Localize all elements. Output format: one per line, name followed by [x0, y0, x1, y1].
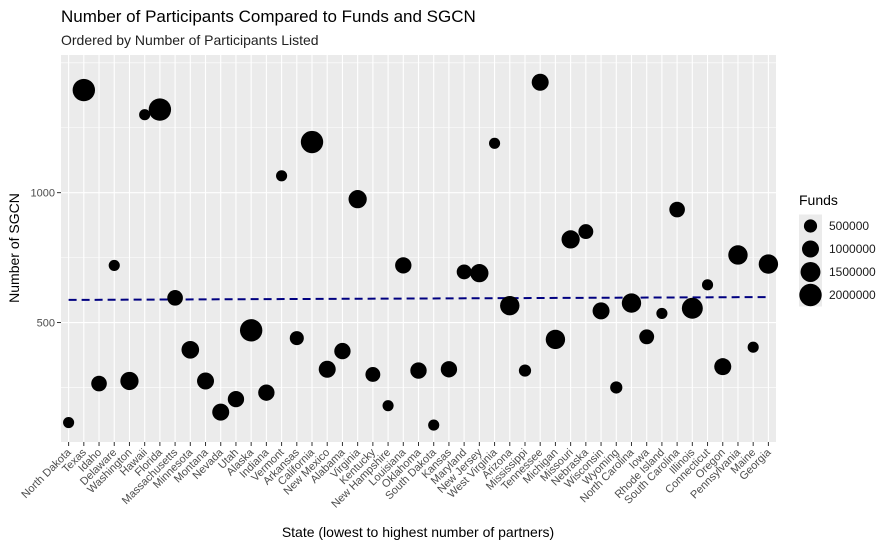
- data-point: [382, 400, 394, 412]
- legend-label: 2000000: [829, 288, 876, 302]
- data-point: [681, 297, 703, 319]
- legend-label: 500000: [829, 219, 869, 233]
- data-point: [239, 319, 263, 342]
- data-point: [669, 201, 685, 218]
- data-point: [148, 98, 172, 121]
- data-point: [639, 329, 655, 345]
- data-point: [621, 293, 642, 313]
- data-point: [701, 279, 714, 291]
- legend-symbol: [800, 262, 821, 282]
- data-point: [318, 360, 336, 378]
- data-point: [489, 137, 501, 149]
- data-point: [365, 367, 381, 382]
- data-point: [656, 307, 668, 319]
- data-point: [592, 302, 610, 320]
- y-axis: 500 1000: [31, 188, 61, 330]
- data-point: [531, 73, 549, 91]
- data-point: [561, 230, 580, 249]
- data-point: [181, 340, 200, 359]
- data-point: [258, 384, 275, 401]
- legend-label: 1500000: [829, 265, 876, 279]
- data-point: [167, 290, 183, 306]
- data-point: [348, 190, 367, 209]
- legend-title: Funds: [799, 192, 838, 208]
- data-point: [456, 264, 472, 280]
- data-point: [470, 264, 489, 283]
- data-point: [300, 130, 324, 154]
- x-axis: North DakotaTexasIdahoDelawareWashington…: [19, 442, 774, 510]
- y-tick-label: 1000: [31, 188, 55, 200]
- data-point: [440, 361, 458, 378]
- data-point: [545, 329, 566, 350]
- data-point: [212, 403, 230, 421]
- points-layer: [63, 73, 779, 431]
- legend-symbol: [802, 240, 819, 258]
- data-point: [578, 224, 594, 240]
- data-point: [714, 358, 732, 376]
- data-point: [410, 362, 427, 379]
- data-point: [728, 245, 748, 265]
- data-point: [120, 371, 139, 391]
- data-point: [610, 381, 623, 394]
- data-point: [108, 259, 120, 271]
- data-point: [500, 295, 520, 316]
- chart-title: Number of Participants Compared to Funds…: [61, 7, 476, 26]
- data-point: [72, 78, 96, 102]
- data-point: [395, 257, 412, 274]
- data-point: [197, 372, 215, 390]
- legend-label: 1000000: [829, 242, 876, 256]
- chart-subtitle: Ordered by Number of Participants Listed: [61, 32, 319, 48]
- data-point: [63, 416, 75, 429]
- data-point: [518, 364, 532, 377]
- data-point: [428, 419, 440, 431]
- data-point: [758, 254, 779, 274]
- data-point: [276, 170, 288, 182]
- y-tick-label: 500: [37, 318, 55, 330]
- data-point: [139, 109, 151, 121]
- data-point: [91, 375, 107, 392]
- data-point: [227, 390, 245, 408]
- data-point: [747, 341, 759, 353]
- legend-symbol: [799, 283, 822, 307]
- y-axis-title: Number of SGCN: [6, 193, 22, 303]
- x-axis-title: State (lowest to highest number of partn…: [282, 524, 554, 540]
- data-point: [289, 331, 304, 346]
- legend-symbol: [803, 219, 818, 233]
- legend: Funds 500000 1000000 1500000 2000000: [799, 192, 876, 307]
- data-point: [334, 342, 351, 360]
